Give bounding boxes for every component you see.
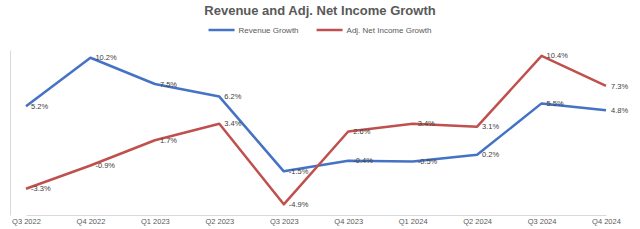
- chart: Revenue and Adj. Net Income Growth Revenu…: [0, 0, 640, 229]
- x-tick-label: Q4 2024: [592, 217, 621, 226]
- data-label: 4.8%: [611, 106, 628, 115]
- data-label: -4.9%: [289, 200, 309, 209]
- x-tick: Q2 2024: [463, 215, 492, 226]
- x-tick-label: Q3 2024: [528, 217, 557, 226]
- y-axis: [10, 51, 11, 216]
- data-label: 10.2%: [95, 53, 117, 62]
- x-axis: Q3 2022 Q4 2022 Q1 2023 Q2 2023 Q3 2023 Q4 20…: [12, 215, 621, 226]
- x-tick-label: Q4 2022: [77, 217, 106, 226]
- data-label: 3.4%: [418, 119, 435, 128]
- x-tick-label: Q3 2022: [12, 217, 41, 226]
- data-label: 7.5%: [160, 80, 177, 89]
- x-tick-label: Q1 2023: [141, 217, 170, 226]
- data-label: 6.2%: [224, 92, 241, 101]
- data-label: 3.1%: [482, 122, 499, 131]
- x-axis-line: [27, 215, 607, 216]
- x-tick-label: Q3 2023: [270, 217, 299, 226]
- data-label: 0.2%: [482, 150, 499, 159]
- series-line: [26, 58, 606, 172]
- x-tick: Q3 2023: [270, 215, 299, 226]
- data-label: 5.2%: [31, 102, 48, 111]
- x-tick-label: Q1 2024: [399, 217, 428, 226]
- data-label: 5.5%: [547, 99, 564, 108]
- x-tick-label: Q4 2023: [334, 217, 363, 226]
- legend-item: Revenue Growth: [209, 26, 299, 35]
- x-tick: Q1 2023: [141, 215, 170, 226]
- legend-item: Adj. Net Income Growth: [317, 26, 432, 35]
- y-axis-line: [10, 51, 11, 216]
- data-label: 3.4%: [224, 119, 241, 128]
- data-label: -0.5%: [418, 157, 438, 166]
- series-line: [26, 56, 606, 205]
- x-tick: Q3 2024: [528, 215, 557, 226]
- data-label: 1.7%: [160, 136, 177, 145]
- data-labels: 5.2% 10.2% 7.5% 6.2% -1.5% -0.4% -0.5% 0.2% 5.5%…: [31, 51, 628, 209]
- x-tick: Q3 2022: [12, 215, 41, 226]
- data-label: 10.4%: [547, 51, 569, 60]
- x-tick: Q4 2023: [334, 215, 363, 226]
- data-label: -0.4%: [353, 156, 373, 165]
- x-tick: Q4 2024: [592, 215, 621, 226]
- x-tick: Q1 2024: [399, 215, 428, 226]
- data-label: -3.3%: [31, 184, 51, 193]
- legend-swatch: [317, 29, 343, 32]
- legend-label: Revenue Growth: [239, 26, 299, 35]
- legend-swatch: [209, 29, 235, 32]
- x-tick-label: Q2 2024: [463, 217, 492, 226]
- x-tick-label: Q2 2023: [205, 217, 234, 226]
- legend: Revenue Growth Adj. Net Income Growth: [209, 26, 432, 35]
- data-label: -0.9%: [95, 161, 115, 170]
- x-tick: Q4 2022: [77, 215, 106, 226]
- data-label: 7.3%: [611, 82, 628, 91]
- plot-area: [26, 56, 606, 205]
- data-label: -1.5%: [289, 167, 309, 176]
- data-label: 2.6%: [353, 127, 370, 136]
- title: Revenue and Adj. Net Income Growth: [204, 3, 435, 18]
- x-tick: Q2 2023: [205, 215, 234, 226]
- legend-label: Adj. Net Income Growth: [347, 26, 432, 35]
